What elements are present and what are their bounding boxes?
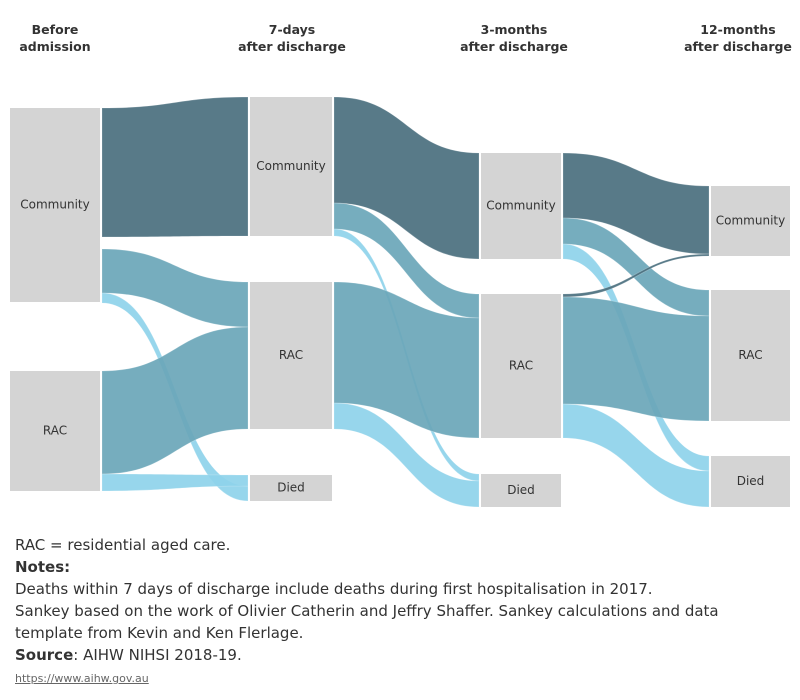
node-label: RAC: [738, 348, 762, 362]
node-label: Community: [716, 214, 785, 228]
notes-heading: Notes:: [15, 558, 71, 576]
node: [711, 186, 790, 256]
flow: [333, 96, 480, 260]
note: Sankey based on the work of Olivier Cath…: [15, 602, 719, 642]
source-text: : AIHW NIHSI 2018-19.: [73, 646, 242, 664]
sankey-diagram: Before admission 7-days after discharge 3-…: [10, 22, 792, 508]
node-label: RAC: [43, 424, 67, 438]
node-label: Died: [277, 481, 305, 495]
footer: RAC = residential aged care. Notes: Deat…: [15, 534, 755, 690]
node: [10, 108, 100, 302]
node: [250, 97, 332, 236]
node: [711, 456, 790, 507]
node: [481, 294, 561, 438]
node: [250, 475, 332, 501]
node-label: RAC: [509, 359, 533, 373]
flow: [333, 402, 480, 508]
node: [711, 290, 790, 421]
stage-title: 3-months after discharge: [460, 22, 568, 54]
node-label: Died: [507, 483, 535, 497]
stage-title: Before admission: [19, 22, 90, 54]
flow: [101, 248, 249, 328]
node: [481, 474, 561, 507]
node-label: Community: [486, 199, 555, 213]
flow: [333, 281, 480, 439]
node-label: Community: [256, 159, 325, 173]
abbreviation: RAC = residential aged care.: [15, 536, 231, 554]
stage-title: 12-months after discharge: [684, 22, 792, 54]
source-label: Source: [15, 646, 74, 664]
flow: [562, 253, 710, 298]
flow: [101, 96, 249, 238]
flow: [101, 326, 249, 475]
flow: [101, 473, 249, 492]
flow: [562, 296, 710, 422]
node: [250, 282, 332, 429]
node-label: Community: [20, 198, 89, 212]
node-label: Died: [737, 474, 765, 488]
node-label: RAC: [279, 348, 303, 362]
source-link[interactable]: https://www.aihw.gov.au: [15, 672, 149, 685]
flow: [562, 403, 710, 508]
node: [10, 371, 100, 491]
stage-title: 7-days after discharge: [238, 22, 346, 54]
node: [481, 153, 561, 259]
note: Deaths within 7 days of discharge includ…: [15, 580, 653, 598]
